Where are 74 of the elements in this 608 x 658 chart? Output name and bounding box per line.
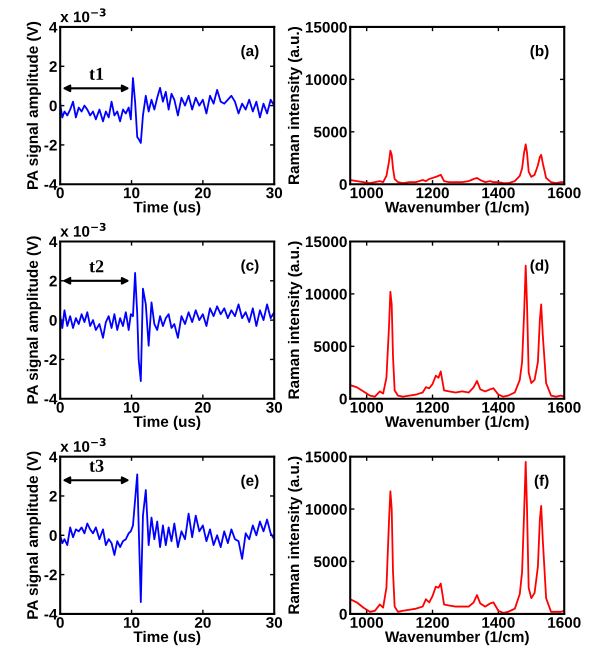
- x-tick-label: 30: [266, 187, 282, 198]
- y-axis-title: Raman intensity (a.u.): [288, 456, 302, 614]
- annotation: t1: [89, 68, 104, 80]
- x-tick-label: 10: [124, 187, 140, 198]
- x-tick-label: 1200: [416, 187, 449, 198]
- x-tick-label: 1200: [416, 402, 449, 413]
- y-axis-title: PA signal amplitude (V): [26, 22, 42, 190]
- x-axis-title: Time (us): [134, 416, 200, 430]
- y-tick-label: 5000: [314, 556, 347, 568]
- y-tick-label: 10000: [306, 288, 347, 300]
- x-tick-label: 1000: [350, 187, 384, 198]
- x-axis-title: Wavenumber (1/cm): [384, 201, 529, 216]
- y-axis-title: PA signal amplitude (V): [26, 452, 42, 619]
- x-tick-label: 30: [266, 402, 282, 413]
- y-tick-label: 0: [340, 179, 347, 190]
- x-tick-label: 10: [124, 617, 140, 628]
- y-tick-label: 10000: [306, 74, 347, 86]
- y-tick-label: 15000: [306, 452, 347, 462]
- x-tick-label: 20: [194, 402, 211, 413]
- x-tick-label: 1000: [350, 402, 384, 413]
- text: x 10$^{−3}$: [60, 8, 106, 22]
- annotation: (c): [241, 260, 258, 274]
- y-axis-title: Raman intensity (a.u.): [288, 26, 302, 184]
- line-series: [60, 272, 274, 382]
- y-tick-label: -4: [44, 608, 58, 620]
- x-tick-label: 1400: [482, 187, 515, 198]
- x-tick-label: 1600: [548, 617, 581, 628]
- y-tick-label: 0: [50, 100, 57, 112]
- x-tick-label: 30: [266, 617, 282, 628]
- annotation: (e): [241, 474, 258, 489]
- x-tick-label: 1400: [482, 402, 515, 413]
- x-tick-label: 1400: [482, 617, 515, 628]
- x-tick-label: 20: [194, 617, 211, 628]
- x-tick-label: 20: [194, 187, 211, 198]
- y-tick-label: 0: [50, 530, 57, 541]
- y-tick-label: 4: [49, 452, 58, 462]
- y-tick-label: 2: [49, 61, 57, 72]
- x-tick-label: 1600: [548, 187, 581, 198]
- y-tick-label: 2: [49, 490, 57, 502]
- y-tick-label: 0: [340, 394, 347, 404]
- annotation: (b): [530, 45, 548, 60]
- text: x 10$^{−3}$: [60, 438, 106, 452]
- y-axis-title: PA signal amplitude (V): [26, 236, 42, 404]
- y-tick-label: -2: [44, 140, 57, 150]
- x-tick-label: 1000: [350, 617, 384, 628]
- y-tick-label: 0: [50, 314, 57, 326]
- y-tick-label: 5000: [314, 341, 347, 352]
- y-tick-label: 2: [49, 276, 57, 286]
- y-tick-label: -4: [44, 179, 58, 190]
- y-tick-label: 15000: [306, 22, 347, 33]
- y-axis-title: Raman intensity (a.u.): [288, 242, 302, 398]
- y-tick-label: 0: [340, 608, 347, 620]
- x-axis-title: Wavenumber (1/cm): [384, 416, 529, 430]
- line-series: [60, 473, 274, 604]
- text: x 10$^{−3}$: [60, 222, 106, 237]
- y-tick-label: -2: [44, 569, 57, 580]
- y-tick-label: 4: [49, 22, 58, 33]
- x-axis-title: Time (us): [134, 201, 200, 216]
- annotation: t3: [89, 460, 104, 472]
- annotation: (d): [530, 260, 548, 274]
- annotation: t2: [89, 260, 104, 272]
- x-tick-label: 10: [124, 402, 140, 413]
- y-tick-label: 15000: [306, 236, 347, 248]
- x-tick-label: 1600: [548, 402, 581, 413]
- y-tick-label: 5000: [314, 126, 347, 138]
- x-axis-title: Time (us): [134, 630, 200, 646]
- y-tick-label: -4: [44, 394, 58, 404]
- x-axis-title: Wavenumber (1/cm): [384, 630, 529, 646]
- y-tick-label: 4: [49, 236, 58, 248]
- y-tick-label: 10000: [306, 504, 347, 515]
- y-tick-label: -2: [44, 354, 57, 365]
- annotation: (a): [241, 45, 258, 60]
- x-tick-label: 1200: [416, 617, 449, 628]
- annotation: (f): [534, 474, 548, 489]
